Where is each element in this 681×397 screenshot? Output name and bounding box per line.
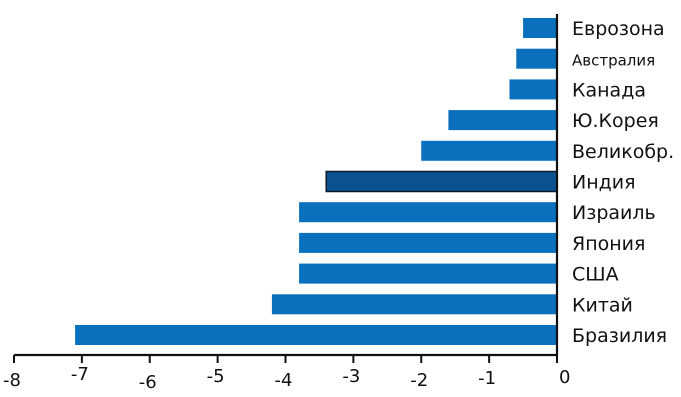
x-tick-label: -1 [478, 368, 496, 389]
bar-8 [299, 232, 557, 253]
x-tick-label: 0 [559, 367, 570, 388]
bars-group [75, 18, 558, 345]
category-labels-group: Еврозона Австралия Канада Ю.Корея Великобр. И… [572, 18, 674, 347]
category-label: Ю.Корея [572, 110, 659, 132]
bar-4 [448, 110, 557, 131]
category-label: Япония [572, 233, 645, 255]
x-tick-label: -5 [207, 366, 225, 387]
bar-10 [271, 294, 557, 315]
bar-3 [509, 79, 557, 100]
x-tick-label: -3 [342, 366, 360, 387]
x-tick-label: -6 [139, 372, 157, 393]
bar-2 [516, 48, 557, 69]
x-tick-label: -2 [410, 370, 428, 391]
x-tick-label: -4 [275, 370, 293, 391]
category-label: США [572, 264, 619, 286]
bar-9 [299, 263, 557, 284]
category-label: Индия [572, 172, 636, 194]
x-ticks-group: -8 -7 -6 -5 -4 -3 -2 -1 0 [3, 355, 570, 393]
category-label: Великобр. [572, 141, 674, 163]
category-label: Еврозона [572, 18, 665, 40]
bar-1 [523, 18, 557, 38]
bar-5 [421, 140, 557, 161]
x-tick-label: -7 [71, 364, 89, 385]
bar-7 [299, 202, 557, 223]
bar-6 [325, 170, 558, 193]
category-label: Австралия [572, 52, 655, 70]
category-label: Бразилия [572, 325, 667, 347]
category-label: Израиль [572, 202, 656, 224]
category-label: Китай [572, 294, 633, 316]
bar-11 [75, 325, 558, 345]
category-label: Канада [572, 79, 646, 101]
x-tick-label: -8 [3, 370, 21, 391]
